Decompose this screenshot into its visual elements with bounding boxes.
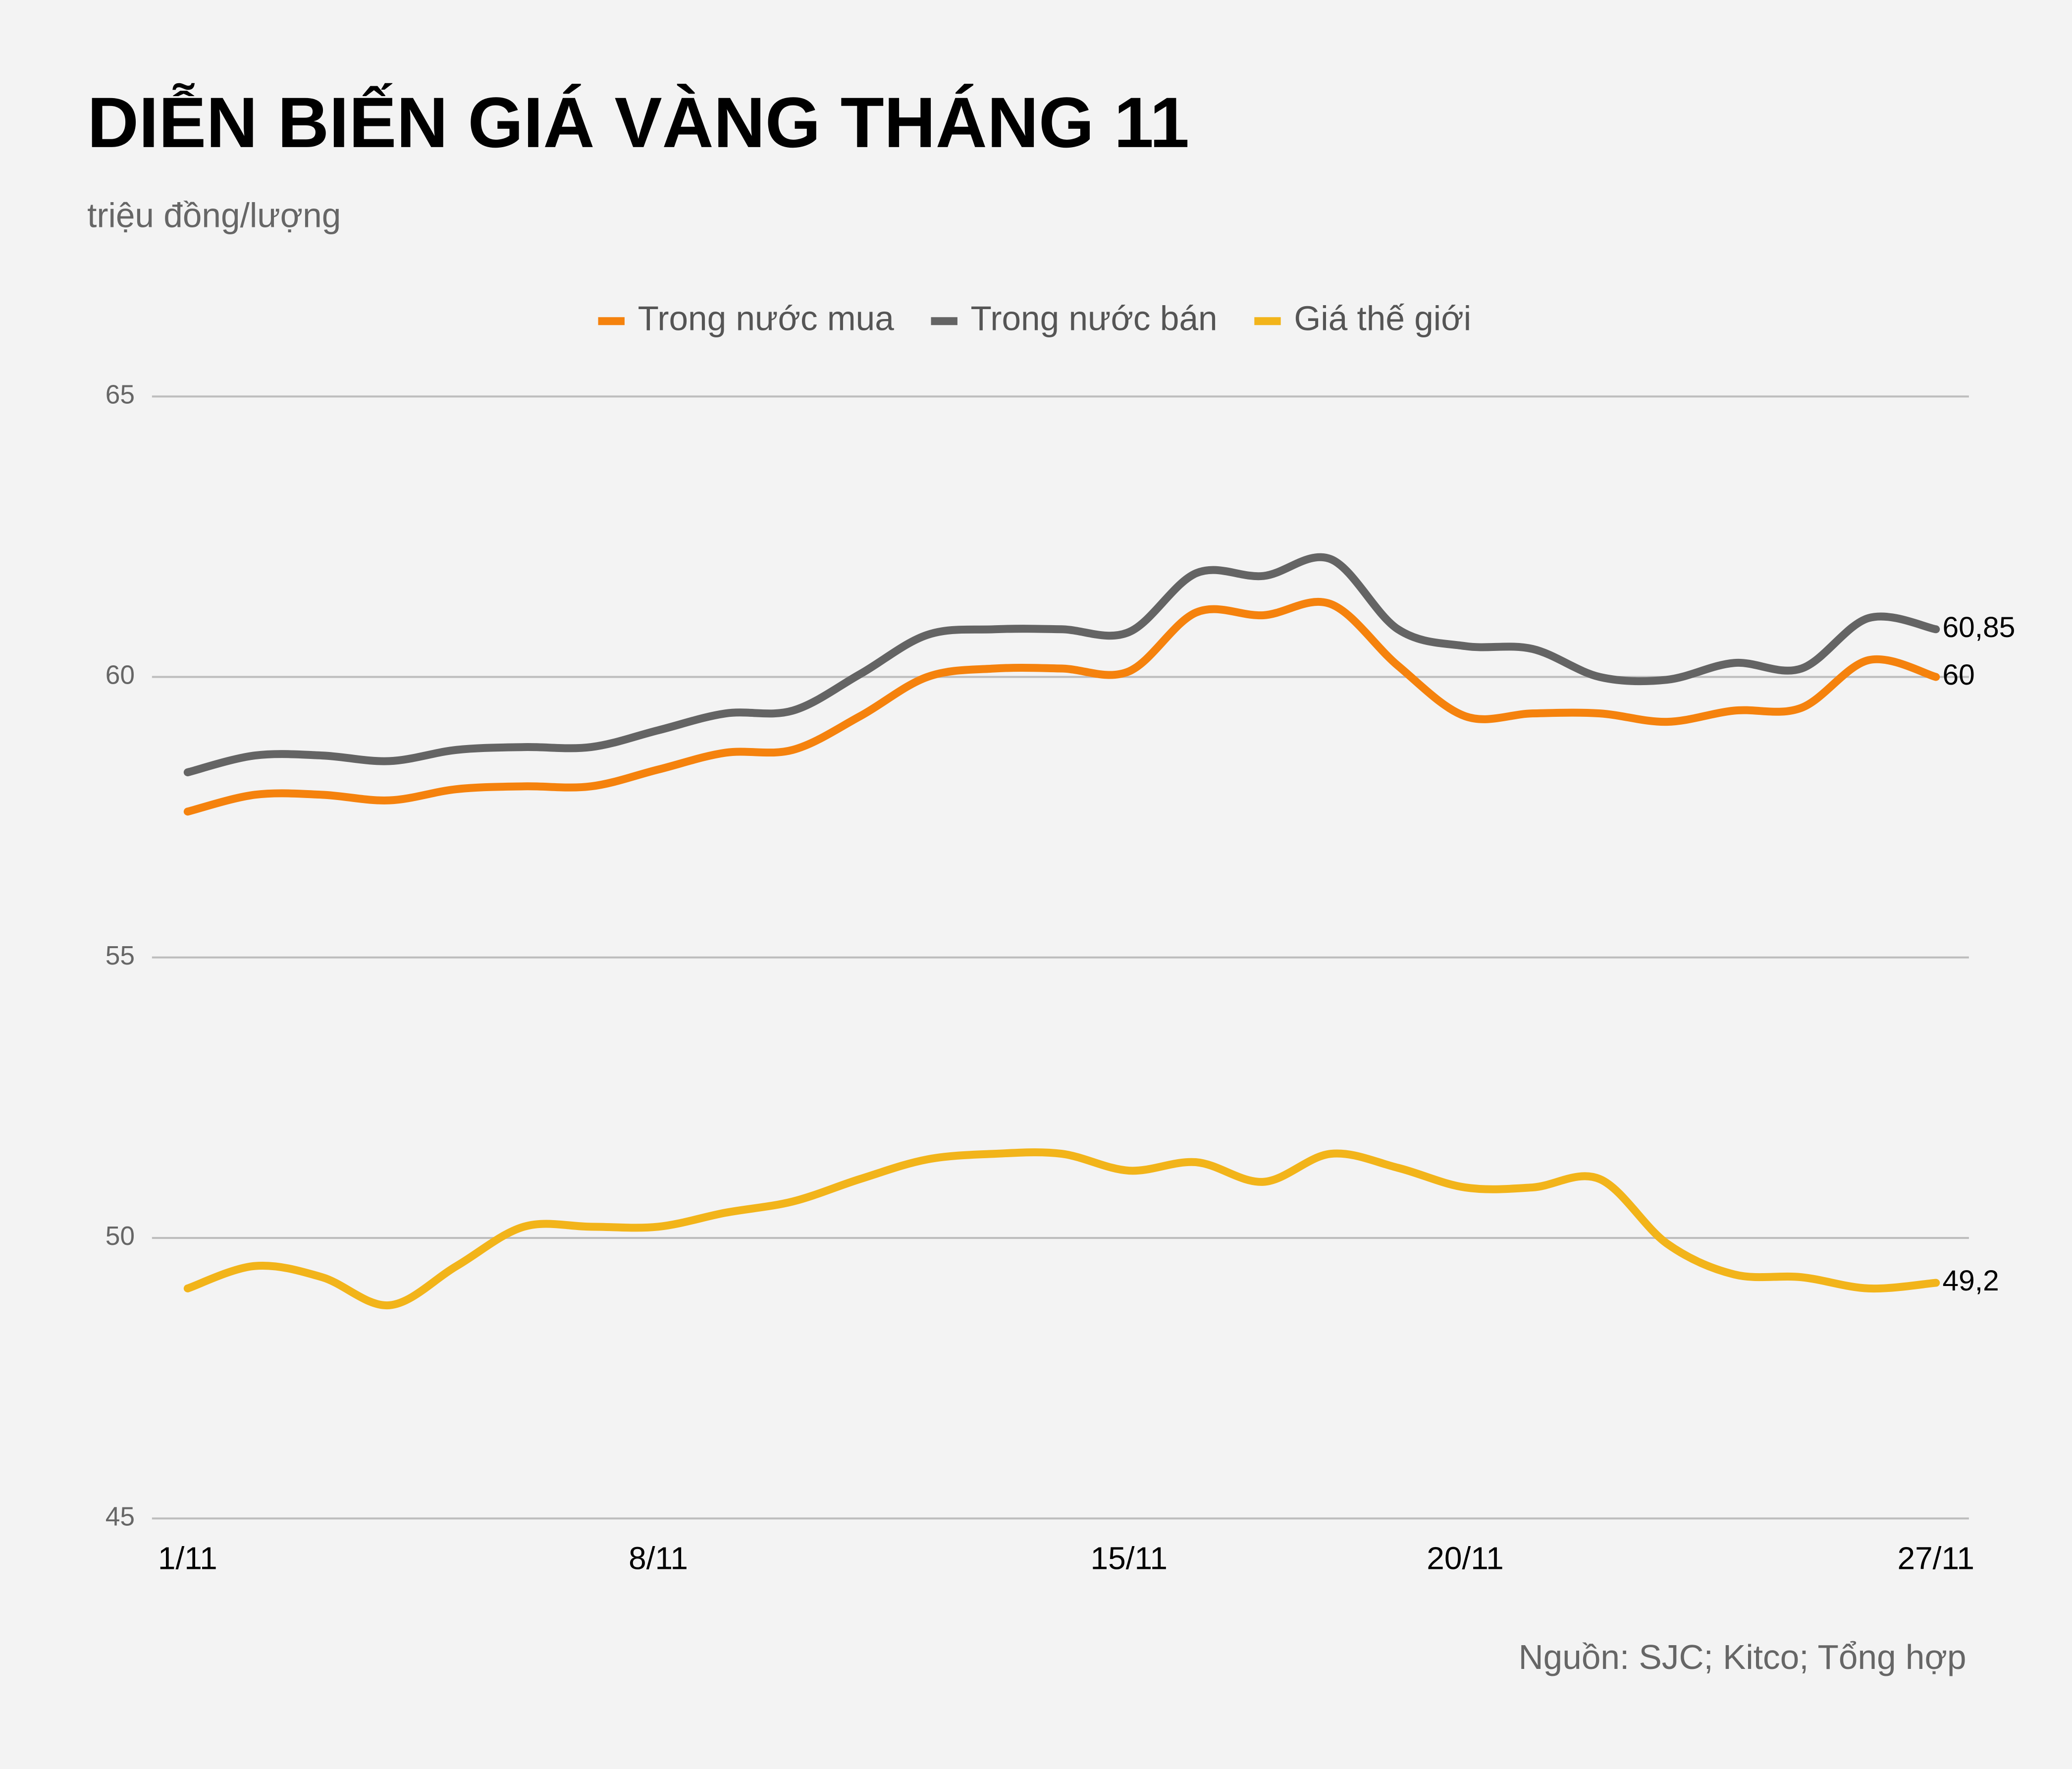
data-label: 60 (1943, 659, 1975, 691)
legend-item: Trong nước bán (931, 299, 1218, 338)
chart-title: DIỄN BIẾN GIÁ VÀNG THÁNG 11 (87, 83, 1189, 162)
legend-label: Giá thế giới (1294, 299, 1471, 338)
x-tick-label: 20/11 (1427, 1540, 1503, 1576)
series-line (183, 597, 1940, 816)
legend-item: Trong nước mua (598, 299, 895, 338)
x-tick-label: 15/11 (1091, 1540, 1168, 1576)
x-tick-label: 8/11 (629, 1540, 688, 1576)
x-tick-label: 27/11 (1897, 1540, 1974, 1576)
x-tick-label: 1/11 (158, 1540, 217, 1576)
y-tick-label: 60 (106, 661, 135, 690)
series-line (183, 553, 1940, 777)
legend-label: Trong nước mua (638, 299, 895, 338)
data-label: 60,85 (1943, 611, 2016, 643)
y-tick-label: 45 (106, 1502, 135, 1531)
y-tick-label: 55 (106, 941, 135, 970)
y-tick-label: 50 (106, 1222, 135, 1251)
y-tick-label: 65 (106, 380, 135, 409)
subtitle: triệu đồng/lượng (87, 196, 341, 235)
legend-item: Giá thế giới (1254, 299, 1471, 338)
series-line (183, 1148, 1940, 1309)
source: Nguồn: SJC; Kitco; Tổng hợp (1519, 1638, 1966, 1676)
data-label: 49,2 (1943, 1265, 1999, 1297)
legend-label: Trong nước bán (971, 299, 1218, 338)
